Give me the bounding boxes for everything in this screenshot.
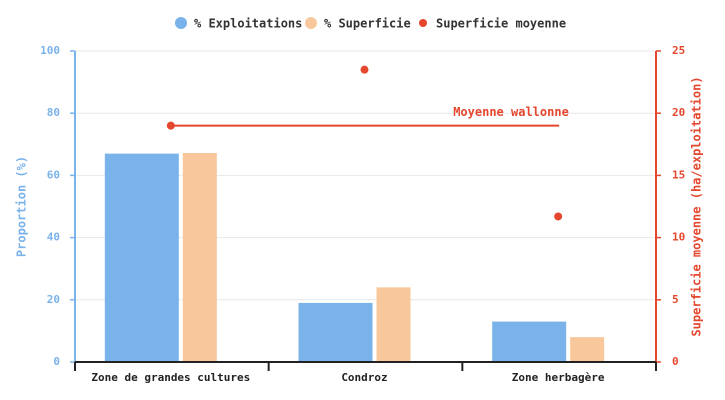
x-tick-label: Zone de grandes cultures (91, 371, 250, 384)
y-tick-label: 40 (47, 231, 60, 244)
legend-marker (305, 17, 317, 29)
y2-tick-label: 25 (672, 44, 685, 57)
point (166, 121, 175, 130)
reference-label: Moyenne wallonne (453, 105, 569, 119)
legend-marker (175, 17, 187, 29)
x-tick-label: Zone herbagère (512, 371, 605, 384)
y2-tick-label: 5 (672, 293, 679, 306)
y-axis-label: Proportion (%) (15, 156, 29, 257)
y2-axis-label: Superficie moyenne (ha/exploitation) (690, 76, 704, 336)
y2-tick-label: 15 (672, 168, 685, 181)
y-tick-label: 20 (47, 293, 60, 306)
y2-tick-label: 0 (672, 355, 679, 368)
x-tick-label: Condroz (341, 371, 387, 384)
bar (298, 302, 373, 362)
bar (376, 287, 411, 362)
y-tick-label: 60 (47, 168, 60, 181)
legend-label: % Superficie (324, 17, 411, 31)
point (360, 65, 369, 74)
y-tick-label: 100 (40, 44, 60, 57)
legend-label: Superficie moyenne (436, 17, 566, 31)
y-tick-label: 80 (47, 106, 60, 119)
y2-tick-label: 10 (672, 231, 685, 244)
bar (104, 153, 179, 362)
y2-tick-label: 20 (672, 106, 685, 119)
legend-label: % Exploitations (194, 17, 302, 31)
bar (492, 321, 567, 362)
bar (570, 337, 605, 362)
legend-marker (419, 19, 427, 27)
bar (182, 153, 217, 362)
point (554, 212, 563, 221)
y-tick-label: 0 (53, 355, 60, 368)
